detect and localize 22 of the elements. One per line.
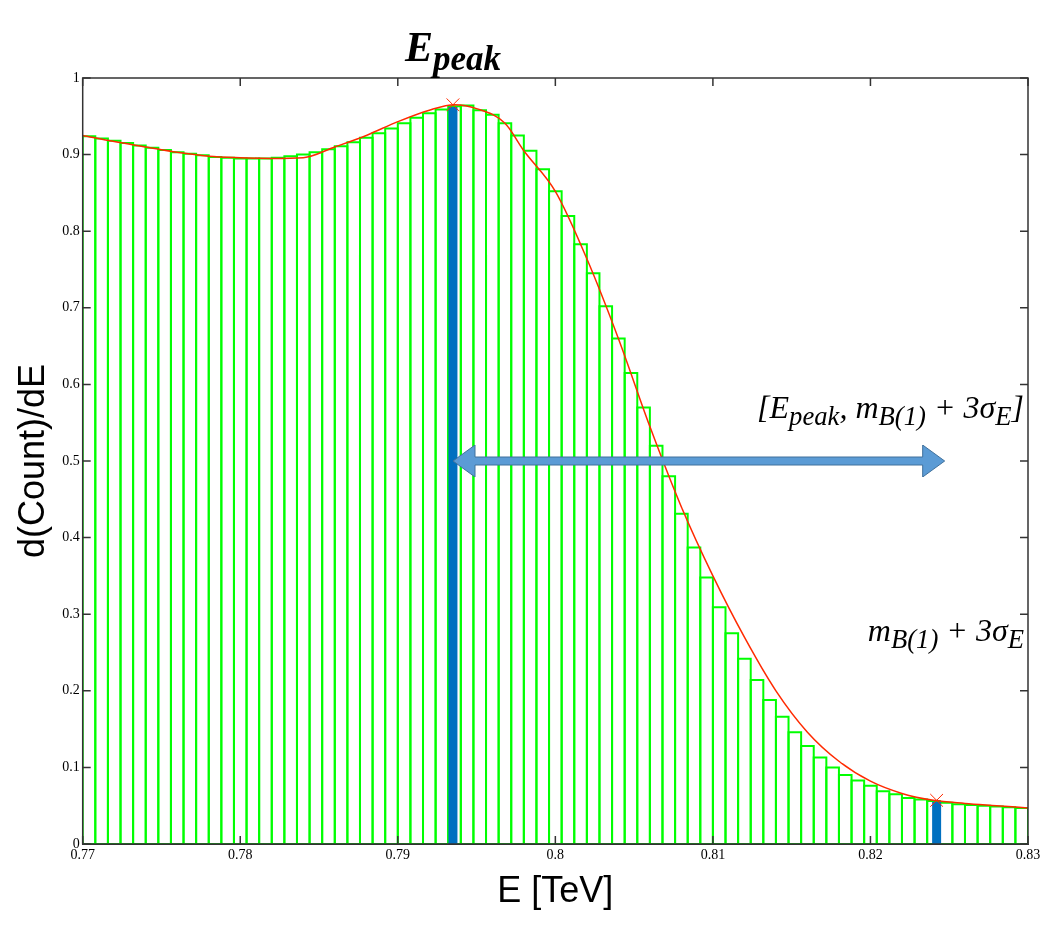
y-tick-label: 0.6: [62, 376, 80, 392]
y-tick-label: 0.8: [62, 222, 80, 238]
x-tick-label: 0.81: [700, 847, 726, 863]
x-tick-label: 0.83: [1015, 847, 1041, 863]
y-tick-label: 0.1: [62, 759, 80, 775]
y-tick-label: 0.2: [62, 682, 80, 698]
y-tick-label: 0.5: [62, 452, 80, 468]
annotation: E$_{peak}$: [404, 24, 501, 79]
x-tick-label: 0.79: [385, 847, 411, 863]
x-tick-label: 0.78: [228, 847, 253, 863]
y-tick-label: 0.7: [62, 299, 80, 315]
annotation: m$_{B(1)}$ + 3σ$_{E}$: [867, 612, 1024, 655]
y-tick-label: 0.4: [62, 529, 80, 545]
annotation: [E$_{peak}$, m$_{B(1)}$ + 3σ$_{E}$]: [757, 389, 1024, 432]
x-axis-title: E [TeV]: [497, 869, 614, 911]
y-tick-label: 0.9: [62, 146, 80, 162]
x-tick-label: 0.82: [858, 847, 883, 863]
y-tick-label: 0.3: [62, 605, 80, 621]
x-tick-label: 0.77: [70, 847, 95, 863]
y-tick-label: 1: [72, 69, 80, 85]
x-tick-label: 0.8: [546, 847, 565, 863]
y-axis-title: d(Count)/dE: [10, 363, 52, 559]
